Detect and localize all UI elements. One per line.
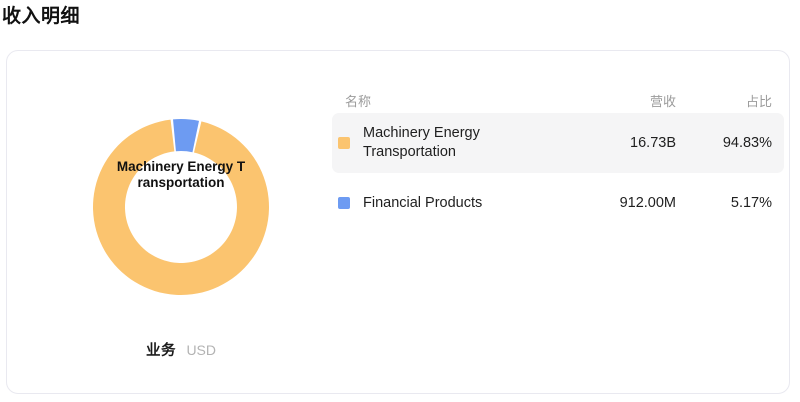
- table-body: Machinery Energy Transportation 16.73B 94.…: [332, 113, 784, 233]
- column-header-name: 名称: [345, 93, 372, 109]
- cell-revenue: 16.73B: [630, 135, 676, 151]
- donut-chart-svg: [93, 118, 270, 296]
- donut-slice[interactable]: [93, 119, 270, 296]
- legend-color-swatch-icon: [338, 197, 350, 209]
- table-row[interactable]: Financial Products 912.00M 5.17%: [332, 173, 784, 233]
- donut-slice[interactable]: [173, 118, 200, 153]
- column-header-revenue: 营收: [649, 93, 676, 109]
- column-header-percent: 占比: [745, 93, 772, 109]
- cell-name: Financial Products: [338, 194, 558, 213]
- series-label: Financial Products: [363, 194, 483, 211]
- cell-percent: 94.83%: [722, 135, 772, 151]
- page-title: 收入明细: [2, 6, 81, 27]
- revenue-breakdown-card: Machinery Energy Transportation 业务 USD 名…: [6, 50, 790, 394]
- chart-footer-legend: 业务 USD: [87, 339, 275, 360]
- cell-percent: 5.17%: [730, 195, 772, 211]
- donut-chart: Machinery Energy Transportation: [87, 113, 275, 301]
- table-header-row: 名称 营收 占比: [332, 87, 784, 113]
- series-name-label: 业务: [145, 343, 176, 359]
- legend-color-swatch-icon: [338, 137, 350, 149]
- cell-revenue: 912.00M: [619, 195, 676, 211]
- currency-label: USD: [186, 342, 216, 358]
- breakdown-table: 名称 营收 占比 Machinery Energy Transportation…: [332, 87, 784, 233]
- table-row[interactable]: Machinery Energy Transportation 16.73B 94.…: [332, 113, 784, 173]
- cell-name: Machinery Energy Transportation: [338, 124, 558, 162]
- series-label: Machinery Energy Transportation: [363, 125, 480, 160]
